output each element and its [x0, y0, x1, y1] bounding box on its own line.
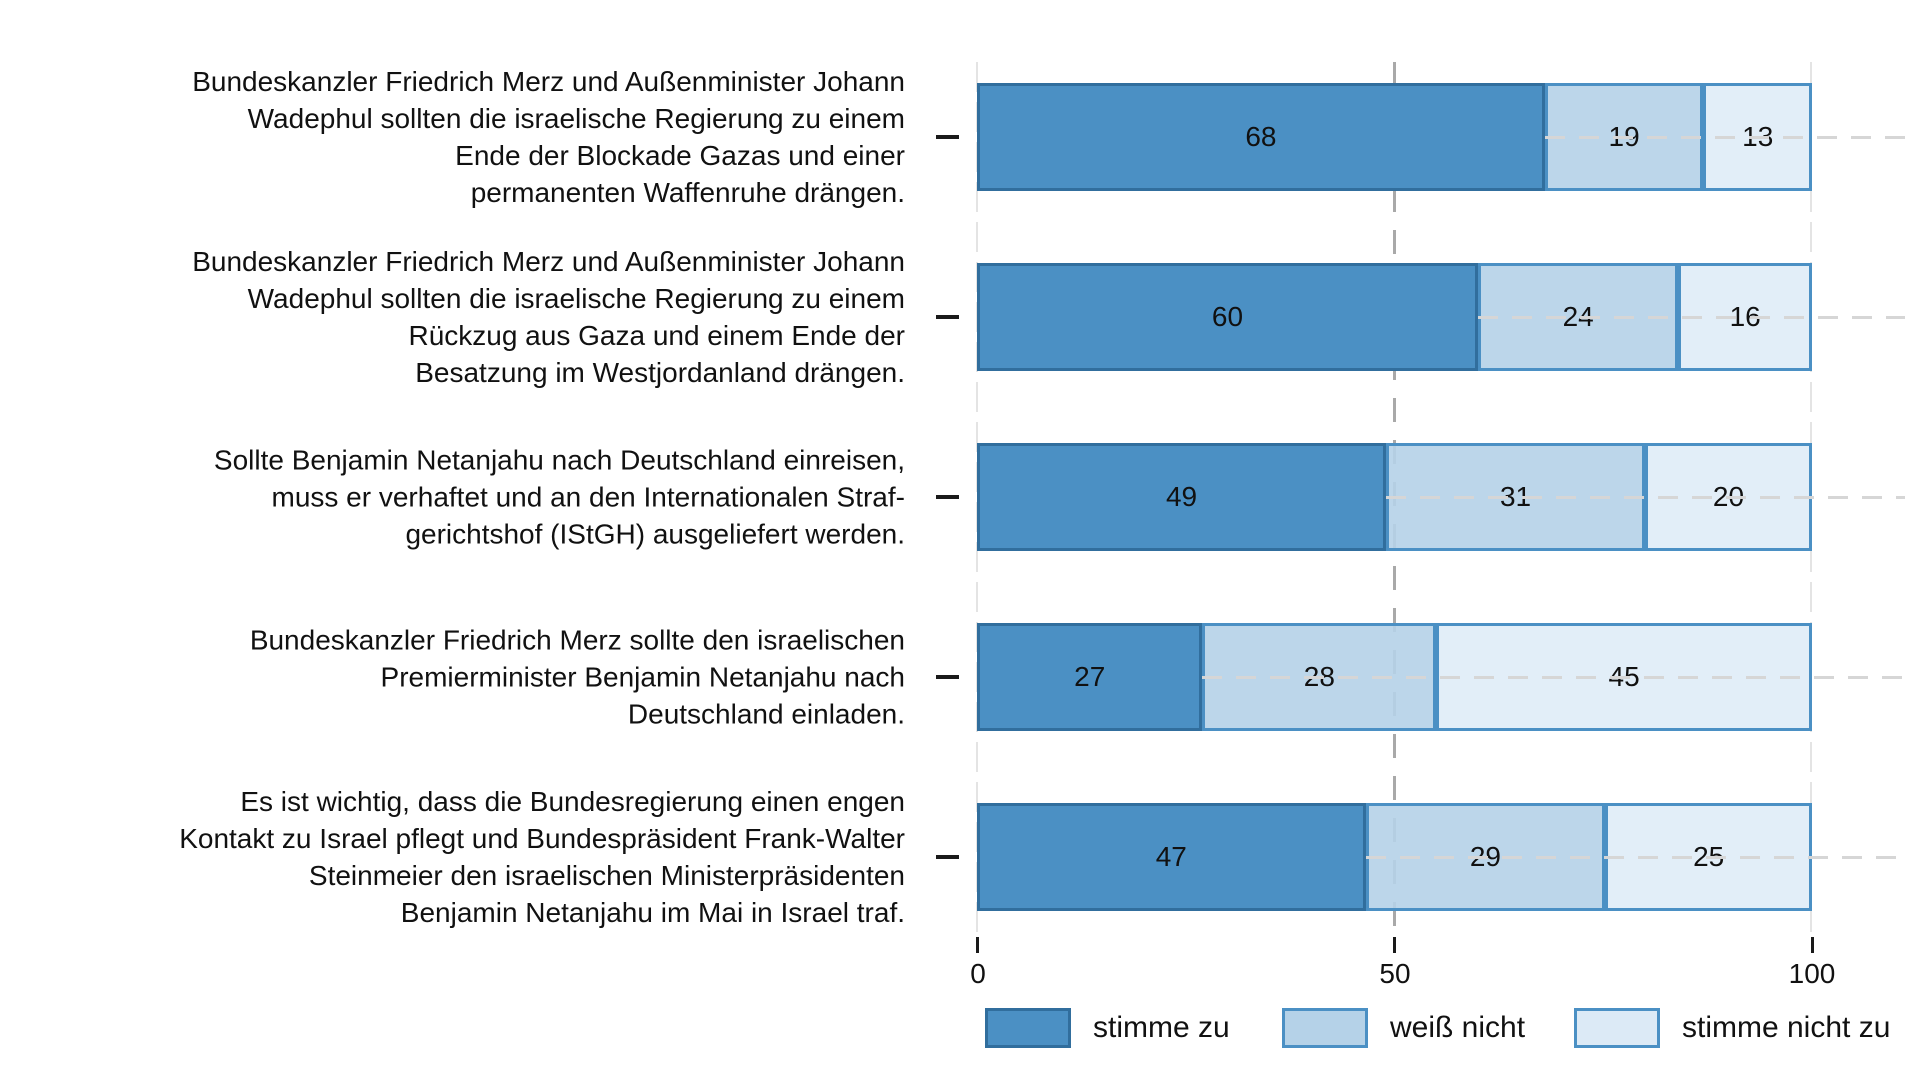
- bar-segment-stimme-zu: 68: [977, 83, 1545, 191]
- legend-label-stimme-zu: stimme zu: [1093, 1011, 1230, 1044]
- x-tickmark-0: [976, 937, 979, 953]
- x-tickmark-100: [1811, 937, 1814, 953]
- y-axis-tick: [936, 855, 959, 859]
- bar-value-label: 49: [1165, 481, 1198, 512]
- y-axis-tick: [936, 495, 959, 499]
- category-label: Es ist wichtig, dass die Bundesregierung…: [179, 786, 905, 928]
- bar-value-label: 60: [1211, 301, 1244, 332]
- legend-swatch-weiss-nicht: [1282, 1008, 1368, 1048]
- category-label: Sollte Benjamin Netanjahu nach Deutschla…: [213, 444, 905, 550]
- y-axis-tick: [936, 315, 959, 319]
- bar-segment-stimme-zu: 47: [977, 803, 1366, 911]
- bar-value-label: 27: [1074, 661, 1106, 692]
- bar-value-label: 47: [1155, 841, 1187, 872]
- row-dashed-gridline: [1478, 316, 1905, 319]
- row-dashed-gridline: [1365, 856, 1905, 859]
- x-ticklabel-100: 100: [1788, 958, 1836, 989]
- legend-item-stimme-zu: stimme zu: [985, 1008, 1230, 1048]
- legend-item-stimme-nicht-zu: stimme nicht zu: [1574, 1008, 1890, 1048]
- legend-swatch-stimme-nicht-zu: [1574, 1008, 1660, 1048]
- x-tickmark-50: [1393, 937, 1396, 953]
- x-ticklabel-50: 50: [1379, 958, 1411, 989]
- category-label: Bundeskanzler Friedrich Merz und Außenmi…: [192, 66, 905, 208]
- legend-label-stimme-nicht-zu: stimme nicht zu: [1682, 1011, 1891, 1044]
- bar-value-label: 68: [1245, 121, 1277, 152]
- y-axis-tick: [936, 675, 959, 679]
- row-dashed-gridline: [1544, 136, 1905, 139]
- bar-segment-stimme-zu: 60: [977, 263, 1478, 371]
- y-axis-tick: [936, 135, 959, 139]
- x-ticklabel-0: 0: [970, 958, 986, 989]
- category-label: Bundeskanzler Friedrich Merz und Außenmi…: [192, 246, 905, 388]
- bar-segment-stimme-zu: 27: [977, 623, 1203, 731]
- legend-item-weiss-nicht: weiß nicht: [1282, 1008, 1525, 1048]
- legend-swatch-stimme-zu: [985, 1008, 1071, 1048]
- row-dashed-gridline: [1202, 676, 1905, 679]
- category-label: Bundeskanzler Friedrich Merz sollte den …: [249, 624, 905, 730]
- bar-segment-stimme-zu: 49: [977, 443, 1387, 551]
- row-dashed-gridline: [1386, 496, 1905, 499]
- stacked-bar: 68 19 13: [977, 83, 1812, 191]
- legend-label-weiss-nicht: weiß nicht: [1390, 1011, 1526, 1044]
